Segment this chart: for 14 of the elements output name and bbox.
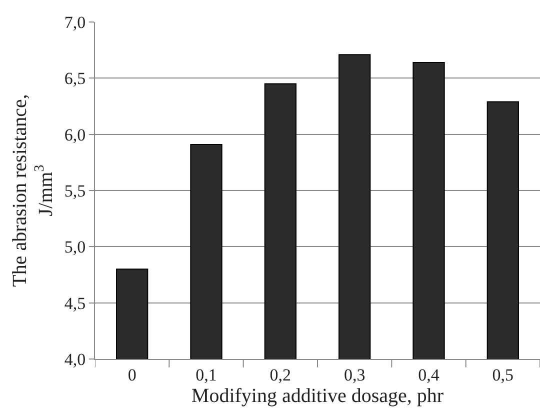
y-tick-label: 4,0 (64, 350, 86, 369)
y-tick-label: 6,5 (64, 69, 86, 88)
y-tick-label: 5,5 (64, 181, 86, 200)
x-axis-title: Modifying additive dosage, phr (191, 384, 444, 407)
x-tick-label: 0,4 (418, 365, 440, 384)
x-tick-label: 0,2 (270, 365, 292, 384)
x-tick-label: 0,5 (492, 365, 514, 384)
x-tick-label: 0,3 (344, 365, 366, 384)
y-tick-label: 7,0 (64, 12, 86, 32)
x-tick-label: 0,1 (196, 365, 217, 384)
x-tick-label: 0 (128, 365, 136, 384)
y-tick-label: 5,0 (64, 238, 86, 257)
y-tick-label: 6,0 (64, 125, 86, 144)
y-tick-label: 4,5 (64, 294, 86, 313)
